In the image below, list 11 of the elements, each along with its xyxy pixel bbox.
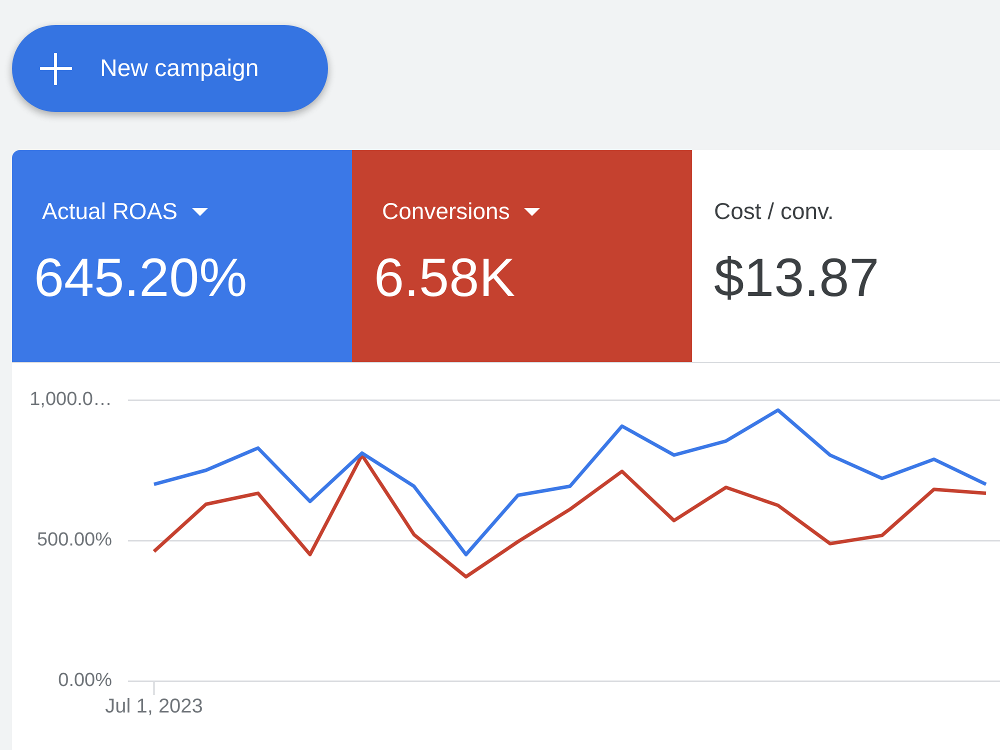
y-tick-label: 0.00%: [58, 670, 112, 692]
text: Cost / conv.: [714, 198, 835, 225]
text: $13.87: [714, 247, 880, 309]
text: 6.58K: [374, 247, 516, 309]
x-tick-label: Jul 1, 2023: [105, 696, 203, 718]
y-tick-label: 1,000.0…: [30, 389, 112, 410]
text: New campaign: [100, 54, 259, 82]
y-tick-label: 500.00%: [36, 530, 112, 551]
text: Actual ROAS: [42, 198, 178, 225]
text: 645.20%: [34, 247, 248, 309]
text: Conversions: [382, 198, 510, 225]
